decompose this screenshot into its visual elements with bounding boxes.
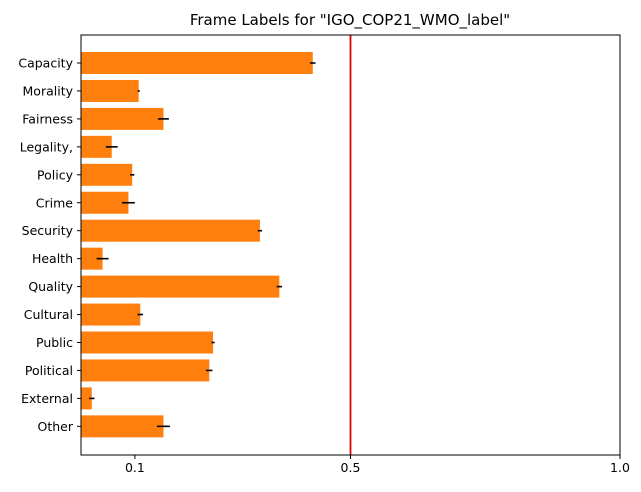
bar-security [81, 219, 260, 242]
bar-other [81, 415, 164, 438]
y-tick-label-morality: Morality [23, 83, 74, 98]
y-tick-label-public: Public [36, 335, 73, 350]
y-tick-label-crime: Crime [36, 195, 74, 210]
y-tick-label-capacity: Capacity [18, 56, 73, 71]
bar-legality [81, 135, 112, 158]
error-bars-layer [89, 62, 316, 428]
x-tick-label: 1.0 [610, 460, 630, 475]
y-tick-label-cultural: Cultural [24, 307, 73, 322]
bar-fairness [81, 107, 164, 130]
y-tick-label-political: Political [25, 363, 73, 378]
y-tick-label-quality: Quality [28, 279, 73, 294]
bar-health [81, 247, 103, 270]
bar-political [81, 359, 210, 382]
x-tick-label: 0.5 [341, 460, 361, 475]
bar-capacity [81, 52, 313, 74]
x-tick-label: 0.1 [125, 460, 145, 475]
y-tick-label-other: Other [38, 419, 74, 434]
bar-morality [81, 79, 139, 102]
y-axis: Capacity Morality Fairness Legality, Policy C… [18, 56, 81, 434]
bars-layer [81, 52, 313, 438]
bar-cultural [81, 303, 141, 326]
bar-quality [81, 275, 280, 298]
y-tick-label-fairness: Fairness [22, 111, 73, 126]
chart-title: Frame Labels for "IGO_COP21_WMO_label" [190, 11, 510, 30]
x-axis: 0.1 0.5 1.0 [125, 455, 630, 475]
y-tick-label-security: Security [22, 223, 74, 238]
bar-public [81, 331, 214, 354]
y-tick-label-policy: Policy [37, 167, 74, 182]
y-tick-label-health: Health [32, 251, 73, 266]
bar-external [81, 387, 92, 410]
y-tick-label-external: External [21, 391, 73, 406]
bar-crime [81, 191, 129, 214]
bar-policy [81, 163, 133, 186]
y-tick-label-legality: Legality, [20, 139, 73, 154]
plot-frame [80, 34, 621, 456]
